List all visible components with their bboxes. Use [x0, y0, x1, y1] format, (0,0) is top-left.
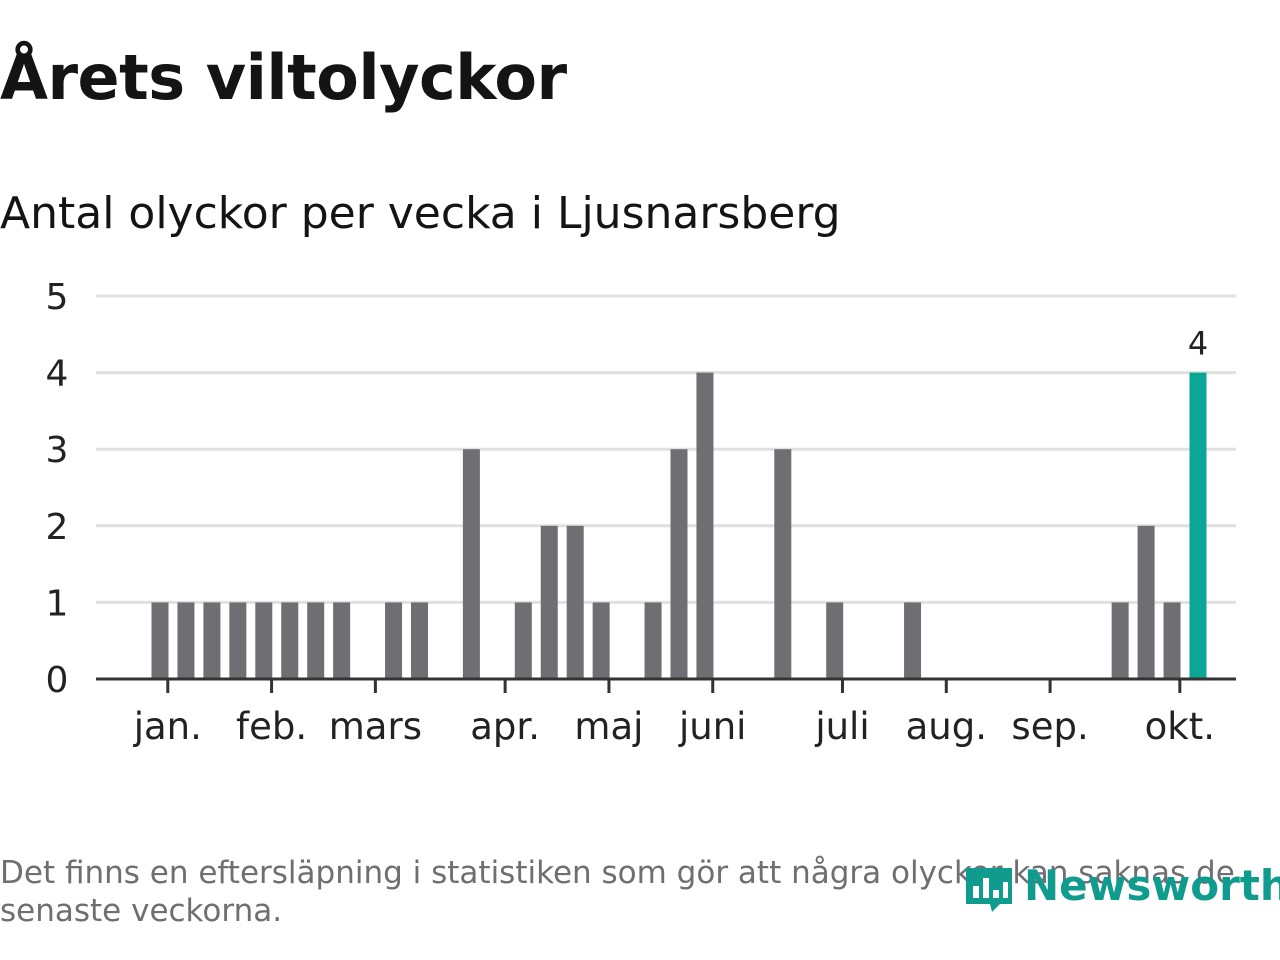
bar: [592, 602, 610, 679]
bars: [151, 372, 1207, 679]
bar: [1137, 525, 1155, 679]
axes: [96, 677, 1236, 693]
bar: [333, 602, 351, 679]
bar: [670, 449, 688, 679]
bar: [255, 602, 273, 679]
x-tick-label: maj: [574, 705, 643, 748]
bar: [177, 602, 195, 679]
bar: [904, 602, 922, 679]
chart-subtitle: Antal olyckor per vecka i Ljusnarsberg: [0, 188, 841, 239]
bar: [385, 602, 403, 679]
chart-title: Årets viltolyckor: [0, 41, 567, 114]
x-tick-label: jan.: [133, 705, 202, 748]
brand-name: Newsworthy: [1024, 861, 1280, 910]
x-tick-label: okt.: [1145, 705, 1215, 748]
bar: [203, 602, 221, 679]
x-tick-label: feb.: [236, 705, 307, 748]
gridlines: [96, 294, 1236, 604]
labels: 0 1 2 3 4 5 4 jan. feb. mars apr. maj juni juli aug. se…: [46, 277, 1215, 748]
y-tick-label: 1: [46, 583, 69, 624]
bar-chart: 0 1 2 3 4 5 4 jan. feb. mars apr. maj juni juli aug. se…: [46, 277, 1236, 748]
bar: [151, 602, 169, 679]
bar: [307, 602, 325, 679]
bar: [281, 602, 299, 679]
bar: [411, 602, 428, 679]
bar: [1163, 602, 1181, 679]
bar: [229, 602, 247, 679]
bar: [462, 449, 480, 679]
data-label: 4: [1188, 325, 1208, 363]
brand-logo[interactable]: Newsworthy: [962, 858, 1280, 914]
x-tick-label: aug.: [906, 705, 987, 748]
bar: [514, 602, 532, 679]
bar: [540, 525, 558, 679]
bar: [826, 602, 844, 679]
y-tick-label: 0: [46, 660, 69, 701]
x-tick-label: juni: [678, 705, 746, 748]
x-tick-label: apr.: [470, 705, 540, 748]
newsworthy-logo-icon: [966, 868, 1012, 912]
x-tick-label: sep.: [1011, 705, 1088, 748]
y-tick-label: 5: [46, 277, 69, 318]
bar: [644, 602, 662, 679]
y-tick-label: 3: [46, 430, 69, 471]
x-tick-label: mars: [329, 705, 422, 748]
bar: [696, 372, 714, 679]
y-tick-label: 2: [46, 507, 69, 548]
x-tick-label: juli: [814, 705, 869, 748]
bar: [774, 449, 792, 679]
bar: [566, 525, 584, 679]
bar: [1111, 602, 1129, 679]
bar-highlight: [1189, 372, 1207, 679]
y-tick-label: 4: [46, 354, 69, 395]
footnote: Det finns en eftersläpning i statistiken…: [0, 855, 1235, 929]
